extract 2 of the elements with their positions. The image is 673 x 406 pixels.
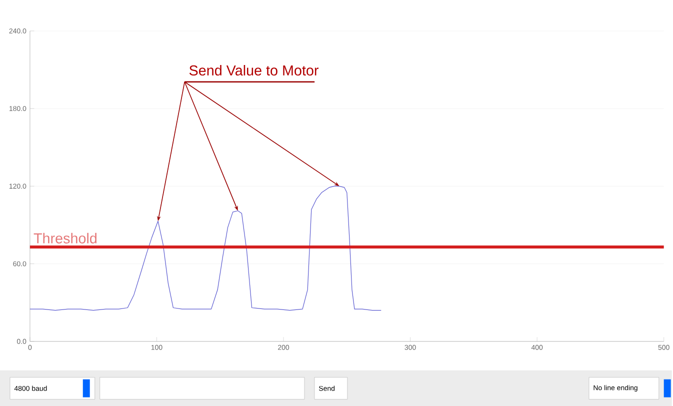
annotation: Send Value to Motor [189, 64, 318, 76]
ref-line-label: Threshold [34, 232, 96, 244]
